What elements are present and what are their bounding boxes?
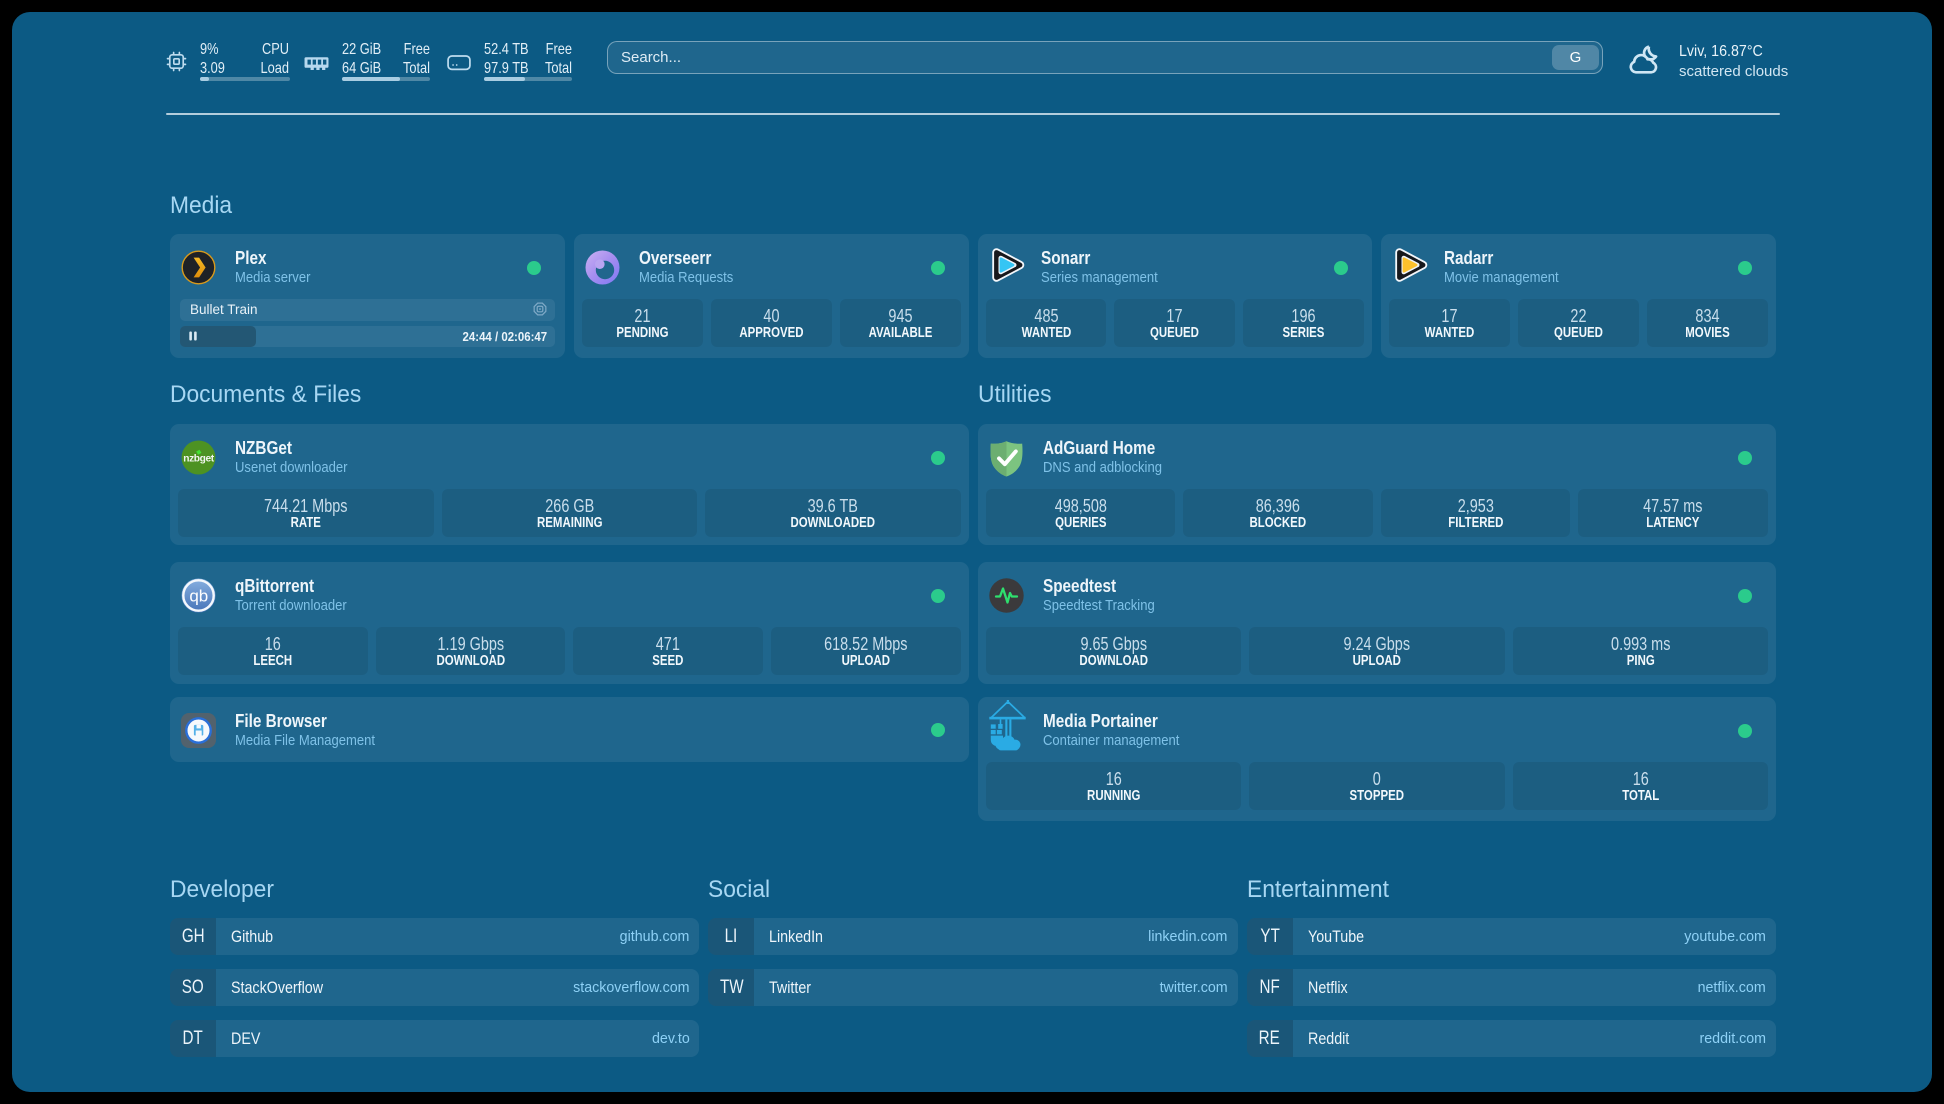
svg-text:qb: qb	[189, 587, 208, 606]
svg-text:nzbget: nzbget	[183, 454, 214, 465]
